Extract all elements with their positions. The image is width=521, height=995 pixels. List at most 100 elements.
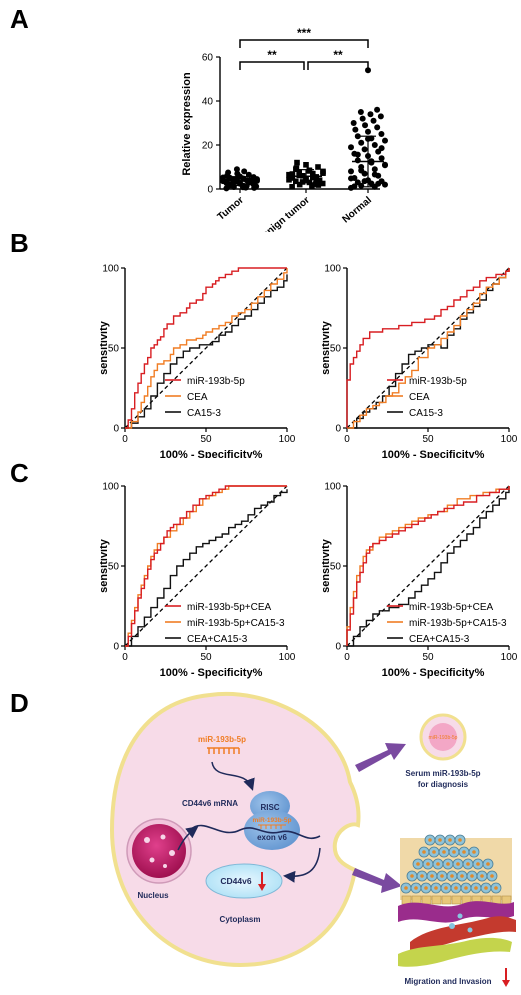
epithelial-cell: [401, 895, 412, 905]
legend-entry: CEA: [187, 392, 208, 403]
x-tick-label: 100: [279, 434, 296, 445]
data-point: [357, 109, 364, 115]
risc-mirna-label: miR-193b-5p: [252, 817, 291, 824]
x-tick-label: 50: [422, 652, 434, 663]
data-point: [310, 170, 316, 177]
significance-label: **: [333, 48, 343, 62]
cell-nucleus: [448, 838, 452, 842]
panel-label-c: C: [10, 458, 29, 488]
legend-entry: CEA+CA15-3: [409, 634, 470, 645]
data-point: [378, 155, 385, 162]
data-point: [371, 142, 378, 148]
y-tick-label: 0: [113, 424, 119, 435]
data-point: [241, 168, 248, 175]
legend: miR-193b-5p CEA CA15-3: [165, 376, 245, 419]
cell-nucleus: [470, 874, 474, 878]
roc-axes: 00 50 50 100 100 100% - Specificity% sensitivi…: [100, 482, 296, 680]
x-tick-label: 100: [501, 434, 518, 445]
y-tick-label: 100: [102, 264, 119, 275]
x-tick-label: Benign tumor: [255, 195, 312, 232]
data-point: [299, 179, 306, 185]
x-tick-label: Tumor: [216, 195, 246, 223]
data-point: [358, 139, 365, 146]
down-arrow-icon: [502, 968, 510, 987]
cell-nucleus: [428, 838, 432, 842]
data-point: [220, 174, 226, 181]
y-tick-label: 20: [202, 141, 214, 152]
data-point: [362, 122, 369, 129]
mechanism-diagram: Nucleus miR-193b-5p RISC miR-193b-5p exo…: [109, 691, 516, 987]
y-tick-label: 100: [324, 482, 341, 493]
cell-nucleus: [458, 838, 462, 842]
roc-chart-c-right: 00 50 50 100 100 100% - Specificity% sensitivi…: [322, 482, 518, 680]
data-point: [315, 164, 321, 170]
data-point: [361, 178, 368, 185]
x-tick-label: 0: [122, 652, 128, 663]
legend-entry: CEA: [409, 392, 430, 403]
data-point: [361, 146, 368, 153]
down-arrow-icon: [258, 872, 266, 891]
epithelial-cell: [441, 895, 452, 905]
data-point: [350, 120, 357, 126]
legend: miR-193b-5p CEA CA15-3: [387, 376, 467, 419]
x-tick-label: 0: [344, 434, 350, 445]
epithelial-cell: [421, 895, 432, 905]
y-tick-label: 40: [202, 97, 214, 108]
cell-nucleus: [450, 874, 454, 878]
data-point: [303, 162, 309, 168]
invasion-arrow: [352, 868, 402, 893]
roc-curve-ca15-3: [125, 274, 288, 429]
data-point: [319, 180, 326, 187]
cell-nucleus: [460, 874, 464, 878]
mrna-label: CD44v6 mRNA: [182, 799, 238, 808]
scatter-axes: 0 20 40 60 Tumor Benign tumor Normal: [202, 53, 380, 232]
serum-label-line1: Serum miR-193b-5p: [405, 769, 480, 778]
data-point: [367, 111, 374, 118]
cell-nucleus: [438, 838, 442, 842]
cell-nucleus: [420, 874, 424, 878]
y-axis-label: sensitivity: [322, 538, 332, 593]
cell-nucleus: [454, 886, 458, 890]
cell-nucleus: [464, 886, 468, 890]
serum-label-line2: for diagnosis: [418, 780, 469, 789]
cell-nucleus: [426, 862, 430, 866]
data-point: [226, 181, 233, 188]
epithelial-cell: [501, 895, 512, 905]
roc-curve-mir-193b-5p-ca15-3: [346, 486, 510, 646]
data-point: [289, 184, 295, 190]
data-point: [358, 167, 365, 174]
cell-nucleus: [440, 874, 444, 878]
roc-curve-cea: [125, 268, 288, 429]
scatter-points: [220, 67, 388, 192]
cell-nucleus: [430, 874, 434, 878]
data-point: [315, 182, 322, 188]
cell-nucleus: [474, 886, 478, 890]
roc-chart-c-left: 00 50 50 100 100 100% - Specificity% sensitivi…: [100, 482, 296, 680]
data-point: [306, 168, 313, 174]
cell-nucleus: [446, 862, 450, 866]
data-point: [354, 133, 361, 140]
data-point: [286, 171, 292, 178]
x-tick-label: 0: [344, 652, 350, 663]
legend-entry: miR-193b-5p: [409, 376, 467, 387]
roc-axes: 00 50 50 100 100 100% - Specificity% sensitivi…: [322, 482, 518, 680]
legend-entry: CEA+CA15-3: [187, 634, 248, 645]
data-point: [354, 179, 361, 186]
y-tick-label: 50: [330, 344, 342, 355]
y-axis-label: Relative expression: [181, 72, 193, 176]
data-point: [296, 169, 302, 176]
x-tick-label: 0: [122, 434, 128, 445]
data-point: [374, 106, 381, 113]
cell-nucleus: [444, 886, 448, 890]
data-point: [234, 170, 241, 177]
roc-curve-mir-193b-5p: [125, 267, 287, 429]
exosome-mirna-label: miR-193b-5p: [429, 735, 458, 741]
reference-diagonal: [124, 267, 288, 429]
data-point: [352, 126, 359, 133]
data-point: [370, 117, 377, 124]
data-point: [286, 176, 292, 183]
data-point: [348, 144, 354, 151]
x-tick-label: 50: [200, 434, 212, 445]
data-point: [382, 162, 388, 169]
